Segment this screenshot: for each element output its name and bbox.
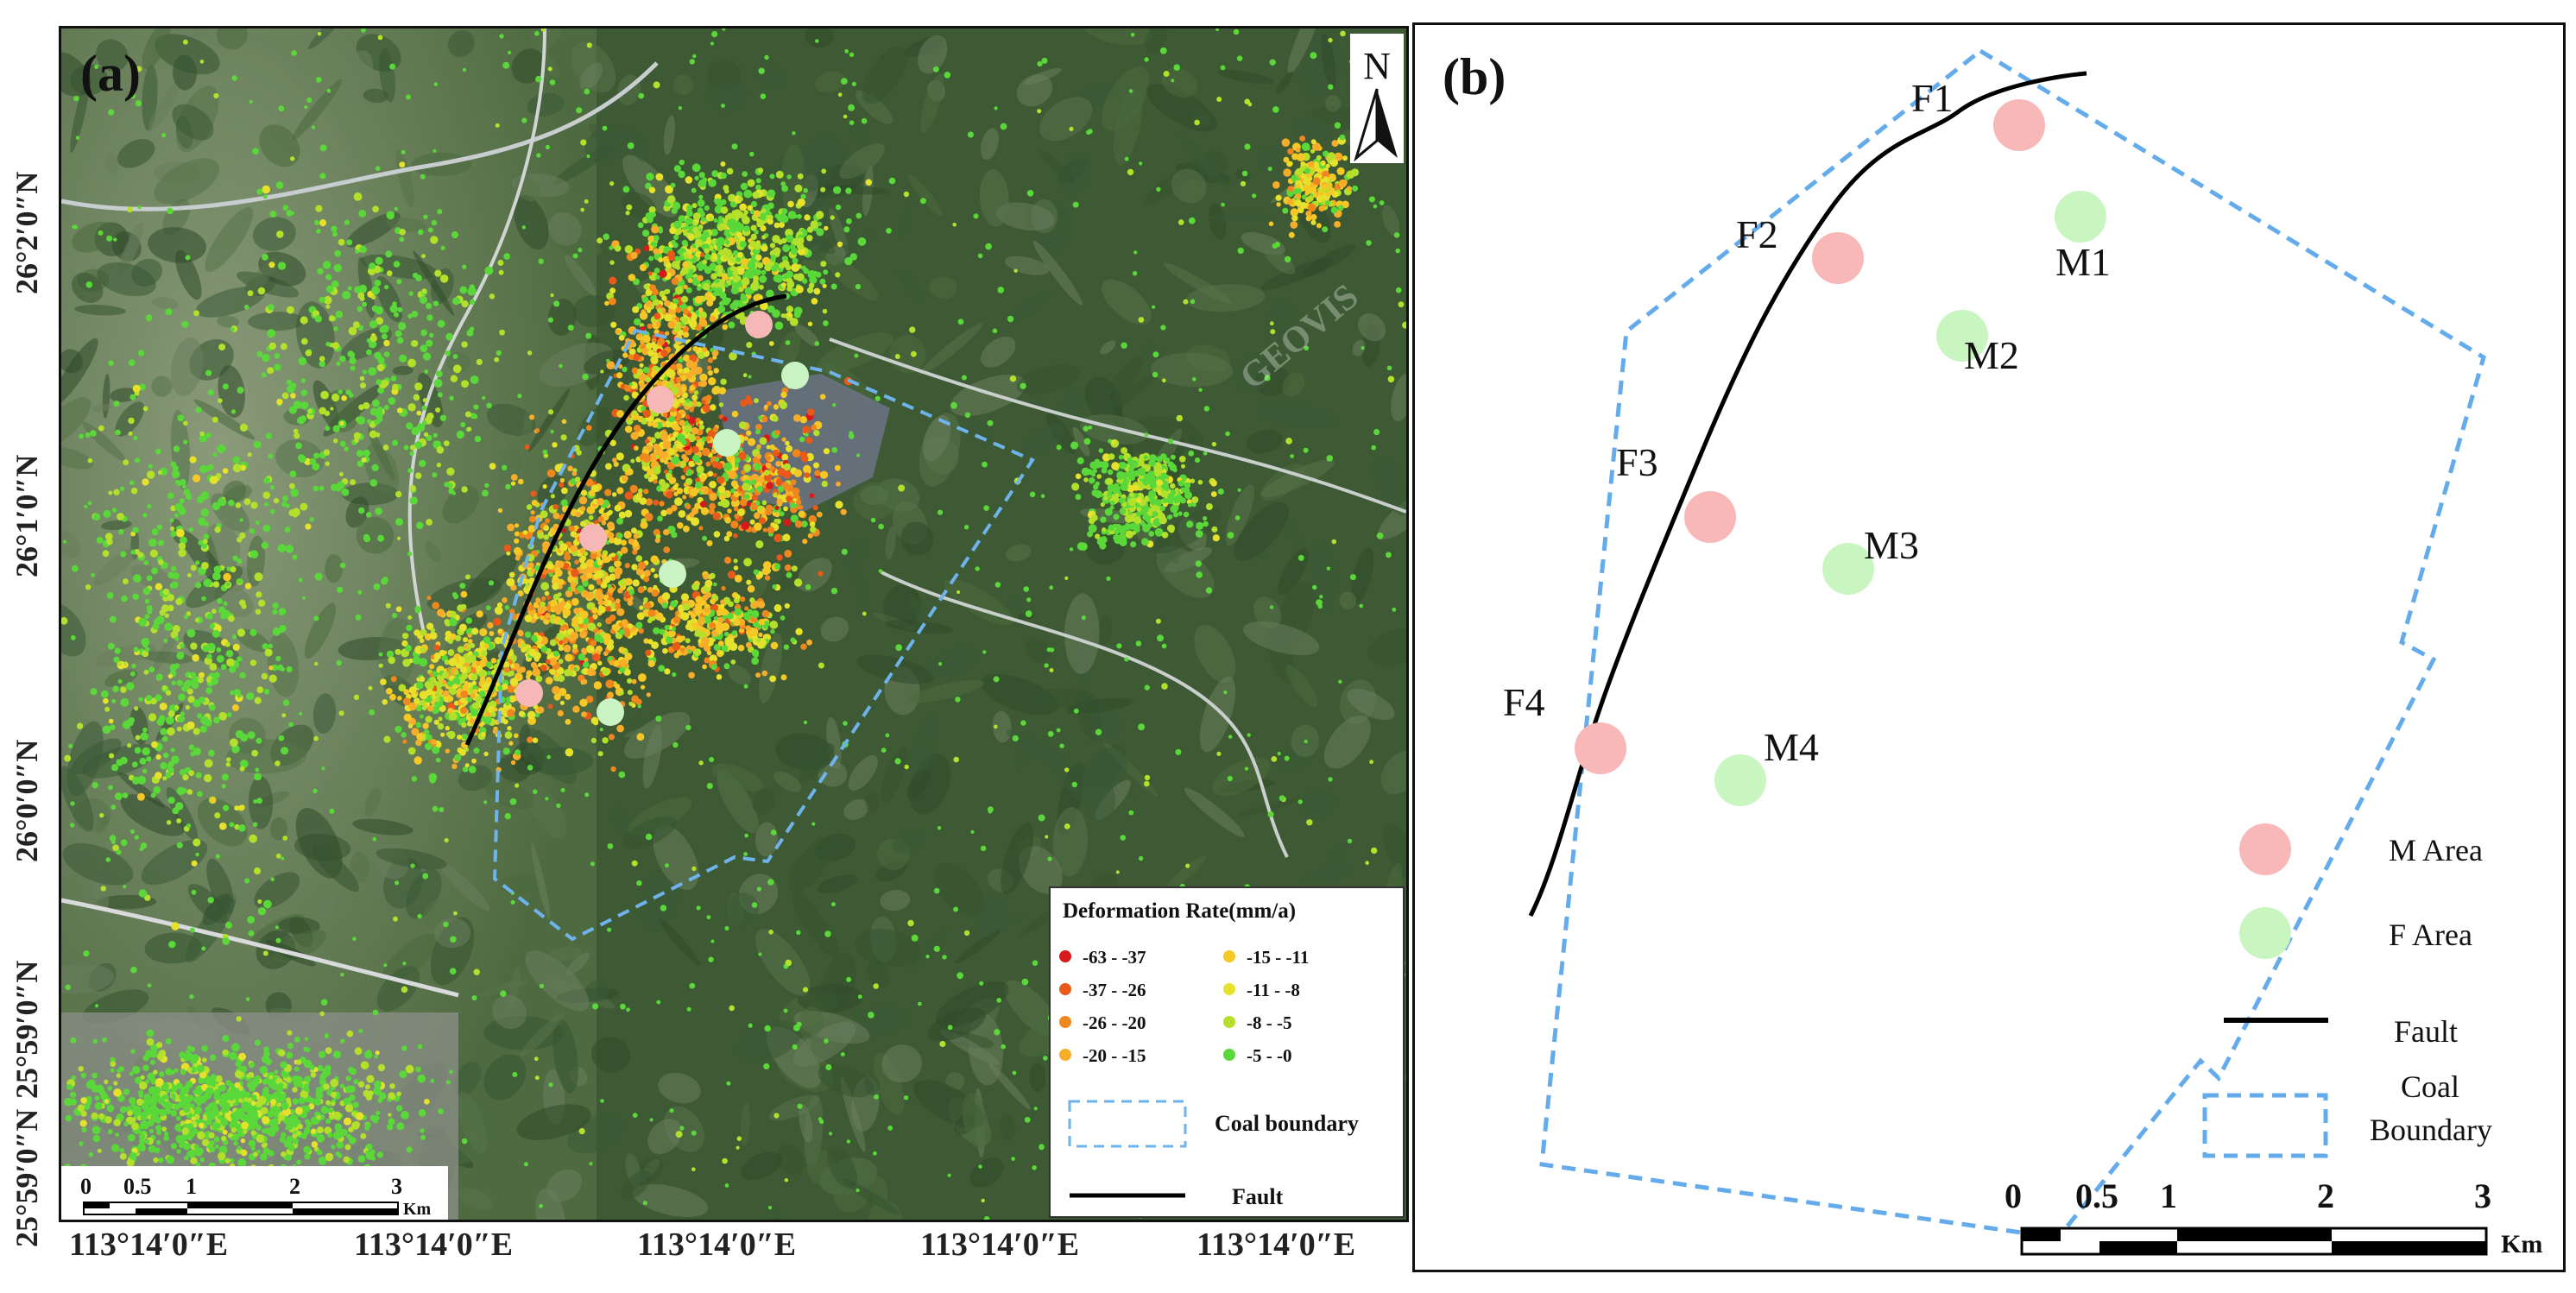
f-area-marker bbox=[781, 362, 809, 389]
longitude-tick: 113°14′0″E bbox=[354, 1227, 514, 1263]
scale-tick-2: 2 bbox=[2317, 1176, 2334, 1215]
scale-tick-0-5: 0.5 bbox=[2075, 1176, 2118, 1215]
legend-class-label: -37 - -26 bbox=[1083, 980, 1146, 1000]
scale-tick-2: 2 bbox=[289, 1174, 300, 1199]
latitude-tick: 26°0′0″N bbox=[9, 739, 44, 863]
f-area-marker bbox=[713, 429, 741, 457]
legend-class-label: -20 - -15 bbox=[1083, 1045, 1146, 1066]
m-area-circle bbox=[1575, 722, 1626, 774]
road bbox=[829, 337, 1406, 514]
legend-coal-label: Coal boundary bbox=[1215, 1111, 1359, 1136]
point-label-f2: F2 bbox=[1736, 212, 1778, 256]
satellite-map-canvas: (a) GEOVIS N Deformation Rate(mm/a) -63 … bbox=[61, 28, 1406, 1220]
m-area-marker bbox=[515, 679, 543, 707]
f-area-circle bbox=[1936, 310, 1988, 362]
legend-coal-label-line2: Boundary bbox=[2370, 1113, 2492, 1147]
m-area-circle bbox=[1812, 232, 1864, 284]
legend-fault-label: Fault bbox=[2394, 1014, 2458, 1049]
f-area-marker bbox=[597, 698, 624, 726]
panel-b-label: (b) bbox=[1443, 48, 1506, 105]
point-label-m1: M1 bbox=[2055, 240, 2111, 284]
longitude-tick: 113°14′0″E bbox=[637, 1227, 797, 1263]
legend-swatch bbox=[1059, 1049, 1071, 1061]
scale-tick-0: 0 bbox=[2005, 1176, 2022, 1215]
m-area-circle bbox=[1993, 99, 2045, 151]
north-arrow-right-icon bbox=[1377, 89, 1398, 158]
latitude-tick: 25°59′0″N bbox=[9, 960, 44, 1100]
m-area-marker bbox=[745, 311, 773, 338]
legend-class-label: -15 - -11 bbox=[1247, 947, 1309, 968]
legend-swatch bbox=[1059, 950, 1071, 962]
panel-b-schematic: (b) F1 F2 F3 F4 M1 M2 M3 M4 M Area F Are… bbox=[1412, 22, 2566, 1272]
latitude-tick: 25°59′0″N bbox=[9, 1108, 44, 1248]
legend-class-label: -5 - -0 bbox=[1247, 1045, 1291, 1066]
road bbox=[61, 898, 459, 998]
coal-boundary-polygon bbox=[492, 328, 1035, 942]
legend-coal-label-line1: Coal bbox=[2401, 1069, 2459, 1104]
legend-class-label: -26 - -20 bbox=[1083, 1012, 1146, 1033]
legend-class-label: -63 - -37 bbox=[1083, 947, 1146, 968]
legend-coal-swatch bbox=[2202, 1093, 2328, 1158]
scale-unit: Km bbox=[2501, 1230, 2542, 1258]
legend-f-area-label: F Area bbox=[2389, 918, 2472, 952]
latitude-tick: 26°1′0″N bbox=[9, 454, 44, 578]
north-arrow-label: N bbox=[1363, 45, 1391, 87]
latitude-tick: 26°2′0″N bbox=[9, 171, 44, 295]
fault-line bbox=[464, 293, 787, 747]
legend-title: Deformation Rate(mm/a) bbox=[1063, 899, 1296, 923]
legend-swatch bbox=[1059, 983, 1071, 995]
m-area-marker bbox=[647, 386, 674, 413]
m-area-circle bbox=[1684, 491, 1736, 543]
north-arrow: N bbox=[1350, 34, 1404, 163]
legend-coal-swatch bbox=[1068, 1100, 1187, 1148]
longitude-tick: 113°14′0″E bbox=[920, 1227, 1080, 1263]
scale-tick-3: 3 bbox=[2474, 1176, 2491, 1215]
legend-classes: -63 - -37 -37 - -26 -26 - -20 -20 - -15 -15 … bbox=[1059, 947, 1309, 1066]
longitude-tick: 113°14′0″E bbox=[1196, 1227, 1356, 1263]
legend-f-area-swatch bbox=[2239, 907, 2291, 959]
legend-swatch bbox=[1223, 950, 1235, 962]
coal-boundary-polygon bbox=[1539, 47, 2486, 1240]
legend-m-area-label: M Area bbox=[2389, 833, 2483, 867]
point-label-m3: M3 bbox=[1864, 523, 1919, 567]
f-area-marker bbox=[659, 560, 686, 588]
legend-class-label: -11 - -8 bbox=[1247, 980, 1300, 1000]
scale-bar-b: 0 0.5 1 2 3 Km bbox=[2005, 1176, 2542, 1258]
legend-swatch bbox=[1223, 1049, 1235, 1061]
scale-tick-0: 0 bbox=[80, 1174, 92, 1199]
legend-swatch bbox=[1059, 1016, 1071, 1028]
panel-a-satellite-map: (a) GEOVIS N Deformation Rate(mm/a) -63 … bbox=[59, 26, 1409, 1222]
legend-b: M Area F Area Fault Coal Boundary bbox=[2202, 823, 2492, 1158]
schematic-canvas: (b) F1 F2 F3 F4 M1 M2 M3 M4 M Area F Are… bbox=[1443, 47, 2542, 1258]
scale-tick-1: 1 bbox=[186, 1174, 197, 1199]
legend-swatch bbox=[1223, 1016, 1235, 1028]
scale-unit: Km bbox=[403, 1200, 432, 1219]
f-area-circle bbox=[2055, 191, 2106, 243]
road bbox=[881, 571, 1289, 858]
point-label-m2: M2 bbox=[1964, 333, 2019, 377]
deformation-points bbox=[61, 28, 1406, 1220]
point-label-m4: M4 bbox=[1764, 725, 1819, 769]
river bbox=[61, 61, 659, 211]
point-label-f4: F4 bbox=[1503, 680, 1545, 724]
fault-line bbox=[1528, 71, 2087, 918]
longitude-tick: 113°14′0″E bbox=[69, 1227, 229, 1263]
legend-class-label: -8 - -5 bbox=[1247, 1012, 1291, 1033]
panel-a-label: (a) bbox=[80, 45, 141, 102]
legend-m-area-swatch bbox=[2239, 823, 2291, 875]
legend-fault-label: Fault bbox=[1232, 1184, 1284, 1209]
legend-a: Deformation Rate(mm/a) -63 - -37 -37 - -2… bbox=[1049, 886, 1405, 1218]
road bbox=[407, 28, 546, 634]
legend-swatch bbox=[1223, 983, 1235, 995]
f-area-circle bbox=[1714, 754, 1766, 806]
point-label-f3: F3 bbox=[1616, 440, 1658, 484]
scale-bar-a: 0 0.5 1 2 3 Km bbox=[61, 1166, 448, 1220]
scale-tick-3: 3 bbox=[391, 1174, 402, 1199]
f-area-circle bbox=[1822, 543, 1874, 595]
scale-tick-1: 1 bbox=[2160, 1176, 2177, 1215]
scale-tick-0-5: 0.5 bbox=[123, 1174, 152, 1199]
point-label-f1: F1 bbox=[1911, 76, 1954, 120]
m-area-marker bbox=[579, 524, 607, 552]
